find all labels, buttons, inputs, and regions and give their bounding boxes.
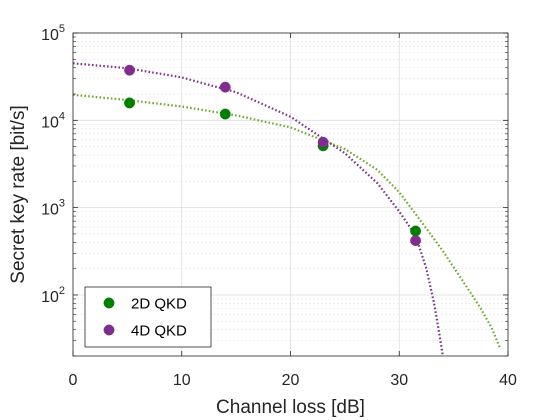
data-point-series-2: [124, 64, 136, 76]
data-point-series-2: [410, 235, 422, 246]
x-axis-label: Channel loss [dB]: [216, 397, 365, 418]
x-tick-labels: 0 10 20 30 40: [69, 372, 517, 389]
data-point-series-1: [219, 108, 231, 120]
y-tick-label: 102: [41, 285, 65, 306]
x-tick-label: 0: [69, 372, 78, 389]
legend-label-series-2: 4D QKD: [131, 323, 187, 340]
fit-curve-series-2: [72, 62, 444, 357]
legend-label-series-1: 2D QKD: [131, 296, 187, 313]
y-tick-label-exponent: 2: [59, 285, 65, 297]
y-tick-label-exponent: 4: [59, 110, 65, 122]
y-tick-label: 104: [41, 110, 65, 131]
y-tick-label-base: 10: [41, 114, 59, 131]
data-point-series-1: [124, 97, 136, 109]
y-tick-label-base: 10: [41, 27, 59, 44]
fit-curves: [72, 62, 502, 357]
data-point-series-2: [219, 81, 231, 93]
data-point-series-2: [317, 136, 329, 148]
axis-ticks: [72, 32, 509, 357]
x-tick-label: 10: [173, 372, 191, 389]
y-tick-label-base: 10: [41, 202, 59, 219]
y-tick-label: 105: [41, 23, 65, 44]
x-tick-label: 30: [390, 372, 408, 389]
legend: 2D QKD 4D QKD: [84, 286, 212, 348]
y-tick-label-exponent: 5: [59, 23, 65, 35]
y-tick-label: 103: [41, 198, 65, 219]
legend-marker-series-2: [103, 324, 115, 336]
x-tick-label: 40: [499, 372, 517, 389]
y-tick-label-base: 10: [41, 289, 59, 306]
data-markers: [124, 64, 422, 246]
y-axis-label: Secret key rate [bit/s]: [8, 105, 29, 283]
x-tick-label: 20: [282, 372, 300, 389]
legend-marker-series-1: [103, 297, 115, 309]
data-point-series-1: [410, 225, 422, 237]
y-tick-label-exponent: 3: [59, 198, 65, 210]
fit-curve-series-1: [72, 93, 502, 350]
legend-box: [84, 286, 212, 348]
